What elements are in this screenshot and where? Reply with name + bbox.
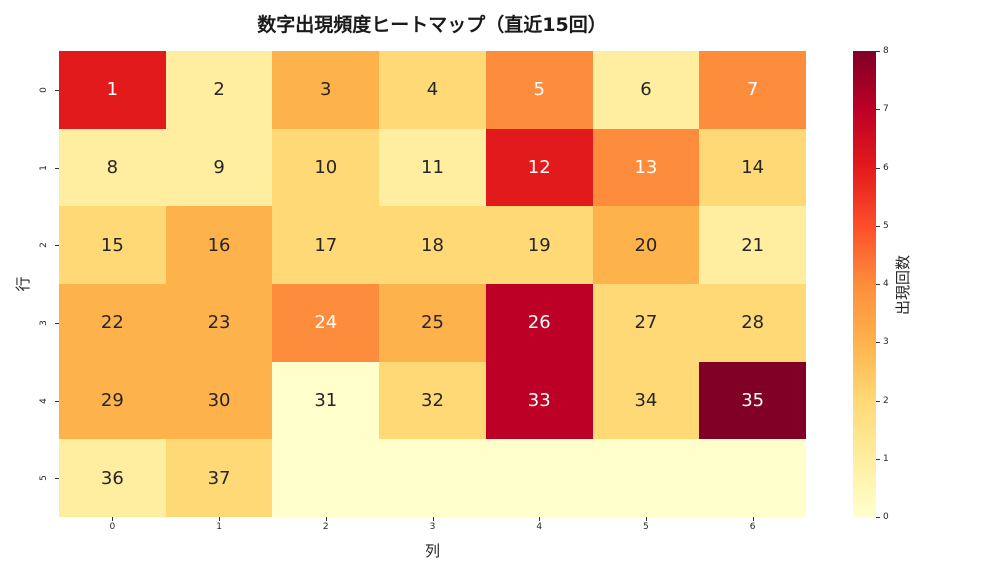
heatmap-cell: 29 [59, 361, 166, 440]
heatmap-cell: 28 [699, 283, 806, 362]
heatmap-cell: 19 [485, 206, 593, 284]
heatmap-cell: 15 [59, 206, 166, 284]
x-tick-mark [325, 517, 327, 521]
colorbar-tick-label: 3 [883, 337, 889, 348]
heatmap-cell: 32 [379, 361, 486, 440]
colorbar-tick-mark [876, 517, 880, 518]
y-tick-label: 3 [39, 319, 49, 326]
heatmap-cell: 17 [272, 206, 380, 284]
colorbar-tick-mark [876, 167, 880, 169]
y-tick-mark [55, 400, 59, 402]
heatmap-cell: 33 [485, 361, 593, 440]
heatmap-cell [592, 439, 700, 517]
heatmap-cell: 24 [272, 283, 380, 362]
heatmap-cell: 2 [165, 51, 273, 129]
heatmap-cell [699, 439, 806, 517]
x-tick-mark [539, 517, 541, 521]
x-tick-label: 1 [216, 522, 222, 532]
heatmap-cell: 35 [699, 361, 806, 440]
x-tick-mark [432, 517, 434, 521]
heatmap-cell: 11 [379, 128, 486, 207]
heatmap-cell: 36 [59, 439, 166, 517]
colorbar-tick-label: 7 [883, 104, 889, 115]
chart-title: 数字出現頻度ヒートマップ（直近15回） [257, 14, 607, 36]
colorbar-tick-mark [876, 458, 880, 460]
y-tick-mark [55, 322, 59, 324]
x-tick-label: 2 [322, 522, 329, 532]
x-tick-label: 0 [109, 522, 116, 532]
colorbar-tick-label: 0 [883, 512, 889, 522]
x-tick-mark [219, 517, 221, 521]
colorbar [853, 51, 876, 517]
x-tick-mark [645, 517, 647, 521]
colorbar-tick-mark [876, 109, 880, 111]
heatmap-cell: 4 [379, 51, 486, 129]
y-tick-mark [55, 245, 59, 247]
colorbar-tick-label: 1 [883, 453, 889, 464]
y-tick-mark [55, 89, 59, 91]
heatmap-cell: 8 [59, 128, 166, 207]
heatmap-cell: 13 [592, 128, 700, 207]
heatmap-cell: 3 [272, 51, 380, 129]
heatmap-cell: 20 [592, 206, 700, 284]
x-tick-mark [752, 517, 754, 521]
heatmap-cell [272, 439, 380, 517]
heatmap-cell: 6 [592, 51, 700, 129]
heatmap-cell: 18 [379, 206, 486, 284]
heatmap-cell: 14 [699, 128, 806, 207]
heatmap-cell: 21 [699, 206, 806, 284]
y-tick-label: 5 [39, 475, 49, 482]
heatmap-cell: 12 [485, 128, 593, 207]
heatmap-cell: 23 [165, 283, 273, 362]
y-tick-label: 1 [39, 164, 49, 171]
heatmap-cell: 30 [165, 361, 273, 440]
y-tick-label: 0 [39, 86, 49, 93]
colorbar-tick-label: 2 [883, 395, 889, 406]
colorbar-tick-mark [876, 400, 880, 402]
heatmap-cell: 27 [592, 283, 700, 362]
x-tick-mark [112, 517, 114, 521]
heatmap-cell: 7 [699, 51, 806, 129]
heatmap-cell: 16 [165, 206, 273, 284]
heatmap-cell [379, 439, 486, 517]
colorbar-tick-label: 4 [883, 279, 889, 289]
colorbar-tick-mark [876, 284, 880, 285]
heatmap-cell: 25 [379, 283, 486, 362]
colorbar-tick-label: 5 [883, 220, 889, 231]
heatmap-cell: 5 [485, 51, 593, 129]
x-tick-label: 4 [536, 522, 543, 532]
heatmap-cell [485, 439, 593, 517]
heatmap-cell: 31 [272, 361, 380, 440]
y-tick-mark [55, 167, 59, 169]
x-tick-label: 3 [429, 522, 436, 532]
heatmap-cell: 22 [59, 283, 166, 362]
colorbar-tick-mark [876, 342, 880, 344]
colorbar-tick-mark [876, 225, 880, 227]
heatmap-cell: 9 [165, 128, 273, 207]
heatmap-cell: 26 [485, 283, 593, 362]
heatmap-cell: 34 [592, 361, 700, 440]
y-tick-label: 4 [39, 397, 49, 404]
x-axis-label: 列 [424, 542, 440, 560]
heatmap-grid: 1 2 3 4 5 6 7 8 9 10 11 12 13 14 15 16 17 18 19 20 21 22 23 24 2… [59, 51, 806, 517]
heatmap-cell: 10 [272, 128, 380, 207]
colorbar-tick-mark [876, 51, 880, 52]
y-tick-mark [55, 478, 59, 480]
heatmap-cell: 1 [59, 51, 166, 129]
x-tick-label: 6 [749, 522, 756, 532]
colorbar-tick-label: 8 [883, 46, 889, 56]
y-tick-label: 2 [39, 242, 49, 249]
colorbar-label: 出現回数 [894, 255, 912, 316]
y-axis-label: 行 [14, 276, 32, 292]
colorbar-tick-label: 6 [883, 162, 889, 173]
heatmap-cell: 37 [165, 439, 273, 517]
x-tick-label: 5 [643, 522, 649, 532]
